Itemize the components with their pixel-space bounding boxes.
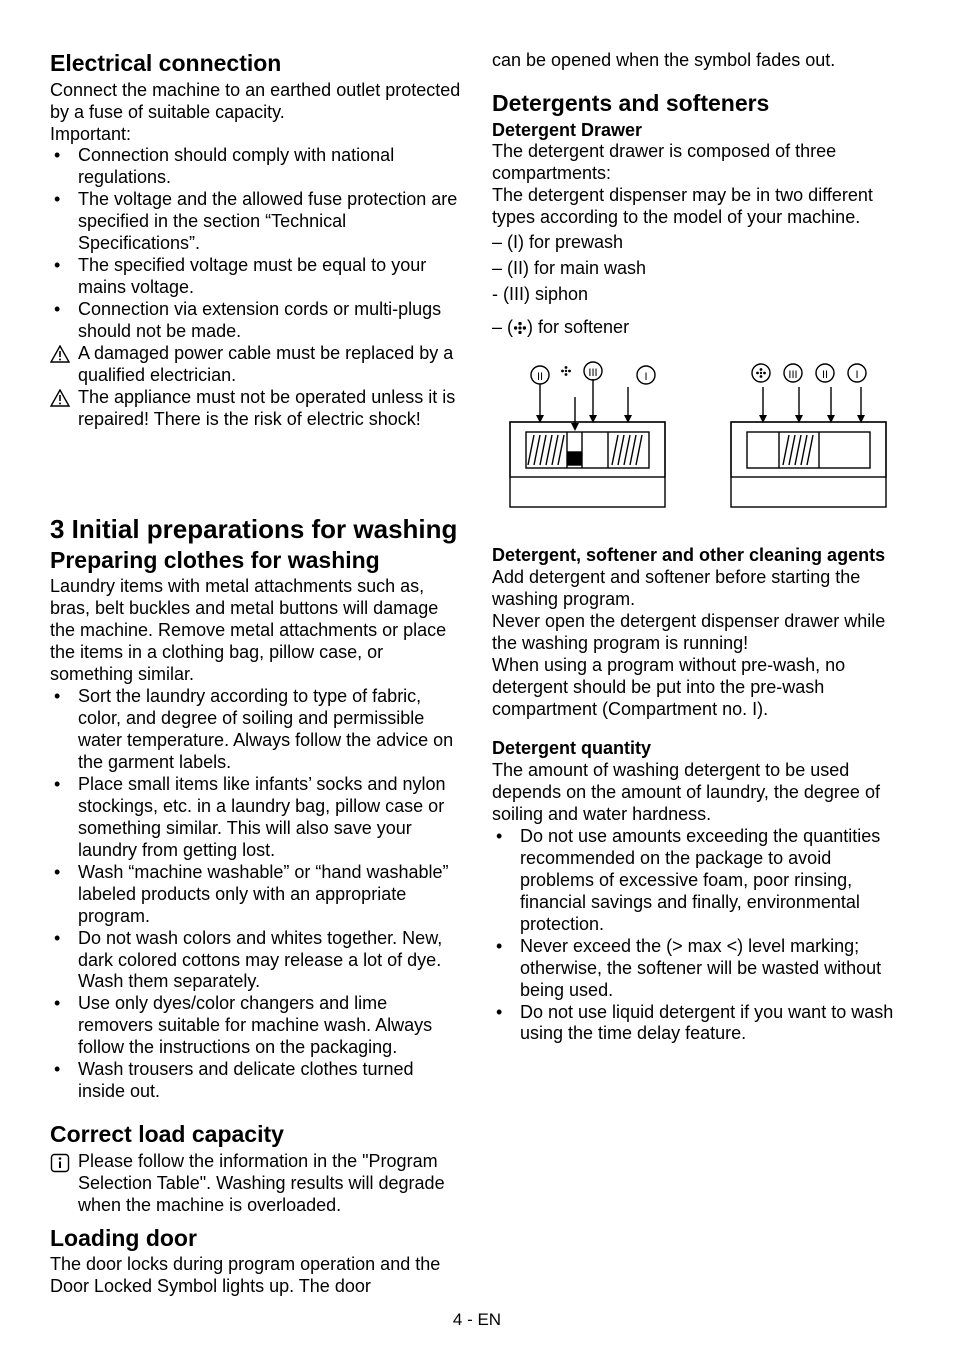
- bullet: Place small items like infants’ socks an…: [50, 774, 462, 862]
- bullet: Do not wash colors and whites together. …: [50, 928, 462, 994]
- list-item: – (I) for prewash: [492, 229, 904, 255]
- warning-row: A damaged power cable must be replaced b…: [50, 343, 462, 387]
- qty-bullets: Do not use amounts exceeding the quantit…: [492, 826, 904, 1046]
- drawer-diagram-left: II III I: [500, 357, 675, 517]
- svg-text:I: I: [644, 371, 647, 383]
- bullet: Use only dyes/color changers and lime re…: [50, 993, 462, 1059]
- info-text: Please follow the information in the "Pr…: [78, 1151, 445, 1215]
- agents-title: Detergent, softener and other cleaning a…: [492, 545, 904, 567]
- spacer: [492, 307, 904, 317]
- prep-intro: Laundry items with metal attachments suc…: [50, 576, 462, 686]
- drawer-subtitle: Detergent Drawer: [492, 120, 904, 142]
- warning-icon: [50, 389, 70, 407]
- softener-prefix: – (: [492, 317, 513, 337]
- drawer-p2: The detergent dispenser may be in two di…: [492, 185, 904, 229]
- agents-p1: Add detergent and softener before starti…: [492, 567, 904, 611]
- warning-row: The appliance must not be operated unles…: [50, 387, 462, 431]
- spacer: [50, 1103, 462, 1121]
- bullet: The specified voltage must be equal to y…: [50, 255, 462, 299]
- svg-text:II: II: [537, 371, 543, 383]
- svg-text:III: III: [588, 367, 597, 379]
- drawer-figures: II III I: [492, 357, 904, 517]
- spacer: [50, 431, 462, 515]
- electrical-intro: Connect the machine to an earthed outlet…: [50, 80, 462, 124]
- spacer: [492, 72, 904, 90]
- list-item: - (III) siphon: [492, 281, 904, 307]
- list-item: – (II) for main wash: [492, 255, 904, 281]
- page-number: 4 - EN: [0, 1310, 954, 1330]
- svg-text:II: II: [822, 369, 828, 381]
- right-column: can be opened when the symbol fades out.…: [492, 50, 904, 1298]
- bullet: The voltage and the allowed fuse protect…: [50, 189, 462, 255]
- two-column-layout: Electrical connection Connect the machin…: [50, 50, 904, 1298]
- prep-title: Preparing clothes for washing: [50, 547, 462, 575]
- qty-p1: The amount of washing detergent to be us…: [492, 760, 904, 826]
- warning-text: A damaged power cable must be replaced b…: [78, 343, 453, 385]
- svg-text:III: III: [788, 369, 797, 381]
- left-column: Electrical connection Connect the machin…: [50, 50, 462, 1298]
- section3-title: 3 Initial preparations for washing: [50, 515, 462, 545]
- door-title: Loading door: [50, 1225, 462, 1253]
- warning-icon: [50, 345, 70, 363]
- warning-text: The appliance must not be operated unles…: [78, 387, 455, 429]
- bullet: Never exceed the (> max <) level marking…: [492, 936, 904, 1002]
- electrical-bullets: Connection should comply with national r…: [50, 145, 462, 343]
- spacer: [50, 1217, 462, 1225]
- drawer-diagram-right: III II I: [721, 357, 896, 517]
- spacer: [492, 720, 904, 738]
- bullet: Connection should comply with national r…: [50, 145, 462, 189]
- info-row: Please follow the information in the "Pr…: [50, 1151, 462, 1217]
- info-icon: [50, 1153, 70, 1173]
- bullet: Connection via extension cords or multi-…: [50, 299, 462, 343]
- bullet: Do not use amounts exceeding the quantit…: [492, 826, 904, 936]
- agents-p3: When using a program without pre-wash, n…: [492, 655, 904, 721]
- bullet: Wash trousers and delicate clothes turne…: [50, 1059, 462, 1103]
- agents-p2: Never open the detergent dispenser drawe…: [492, 611, 904, 655]
- softener-suffix: ) for softener: [527, 317, 629, 337]
- bullet: Do not use liquid detergent if you want …: [492, 1002, 904, 1046]
- qty-title: Detergent quantity: [492, 738, 904, 760]
- bullet: Sort the laundry according to type of fa…: [50, 686, 462, 774]
- prep-bullets: Sort the laundry according to type of fa…: [50, 686, 462, 1103]
- bullet: Wash “machine washable” or “hand washabl…: [50, 862, 462, 928]
- electrical-important: Important:: [50, 124, 462, 146]
- door-continued: can be opened when the symbol fades out.: [492, 50, 904, 72]
- door-text: The door locks during program operation …: [50, 1254, 462, 1298]
- electrical-title: Electrical connection: [50, 50, 462, 78]
- softener-line: – ( ) for softener: [492, 317, 904, 339]
- detergents-title: Detergents and softeners: [492, 90, 904, 118]
- flower-icon: [513, 321, 527, 335]
- capacity-title: Correct load capacity: [50, 1121, 462, 1149]
- drawer-p1: The detergent drawer is composed of thre…: [492, 141, 904, 185]
- svg-text:I: I: [855, 369, 858, 381]
- compartment-list: – (I) for prewash – (II) for main wash -…: [492, 229, 904, 307]
